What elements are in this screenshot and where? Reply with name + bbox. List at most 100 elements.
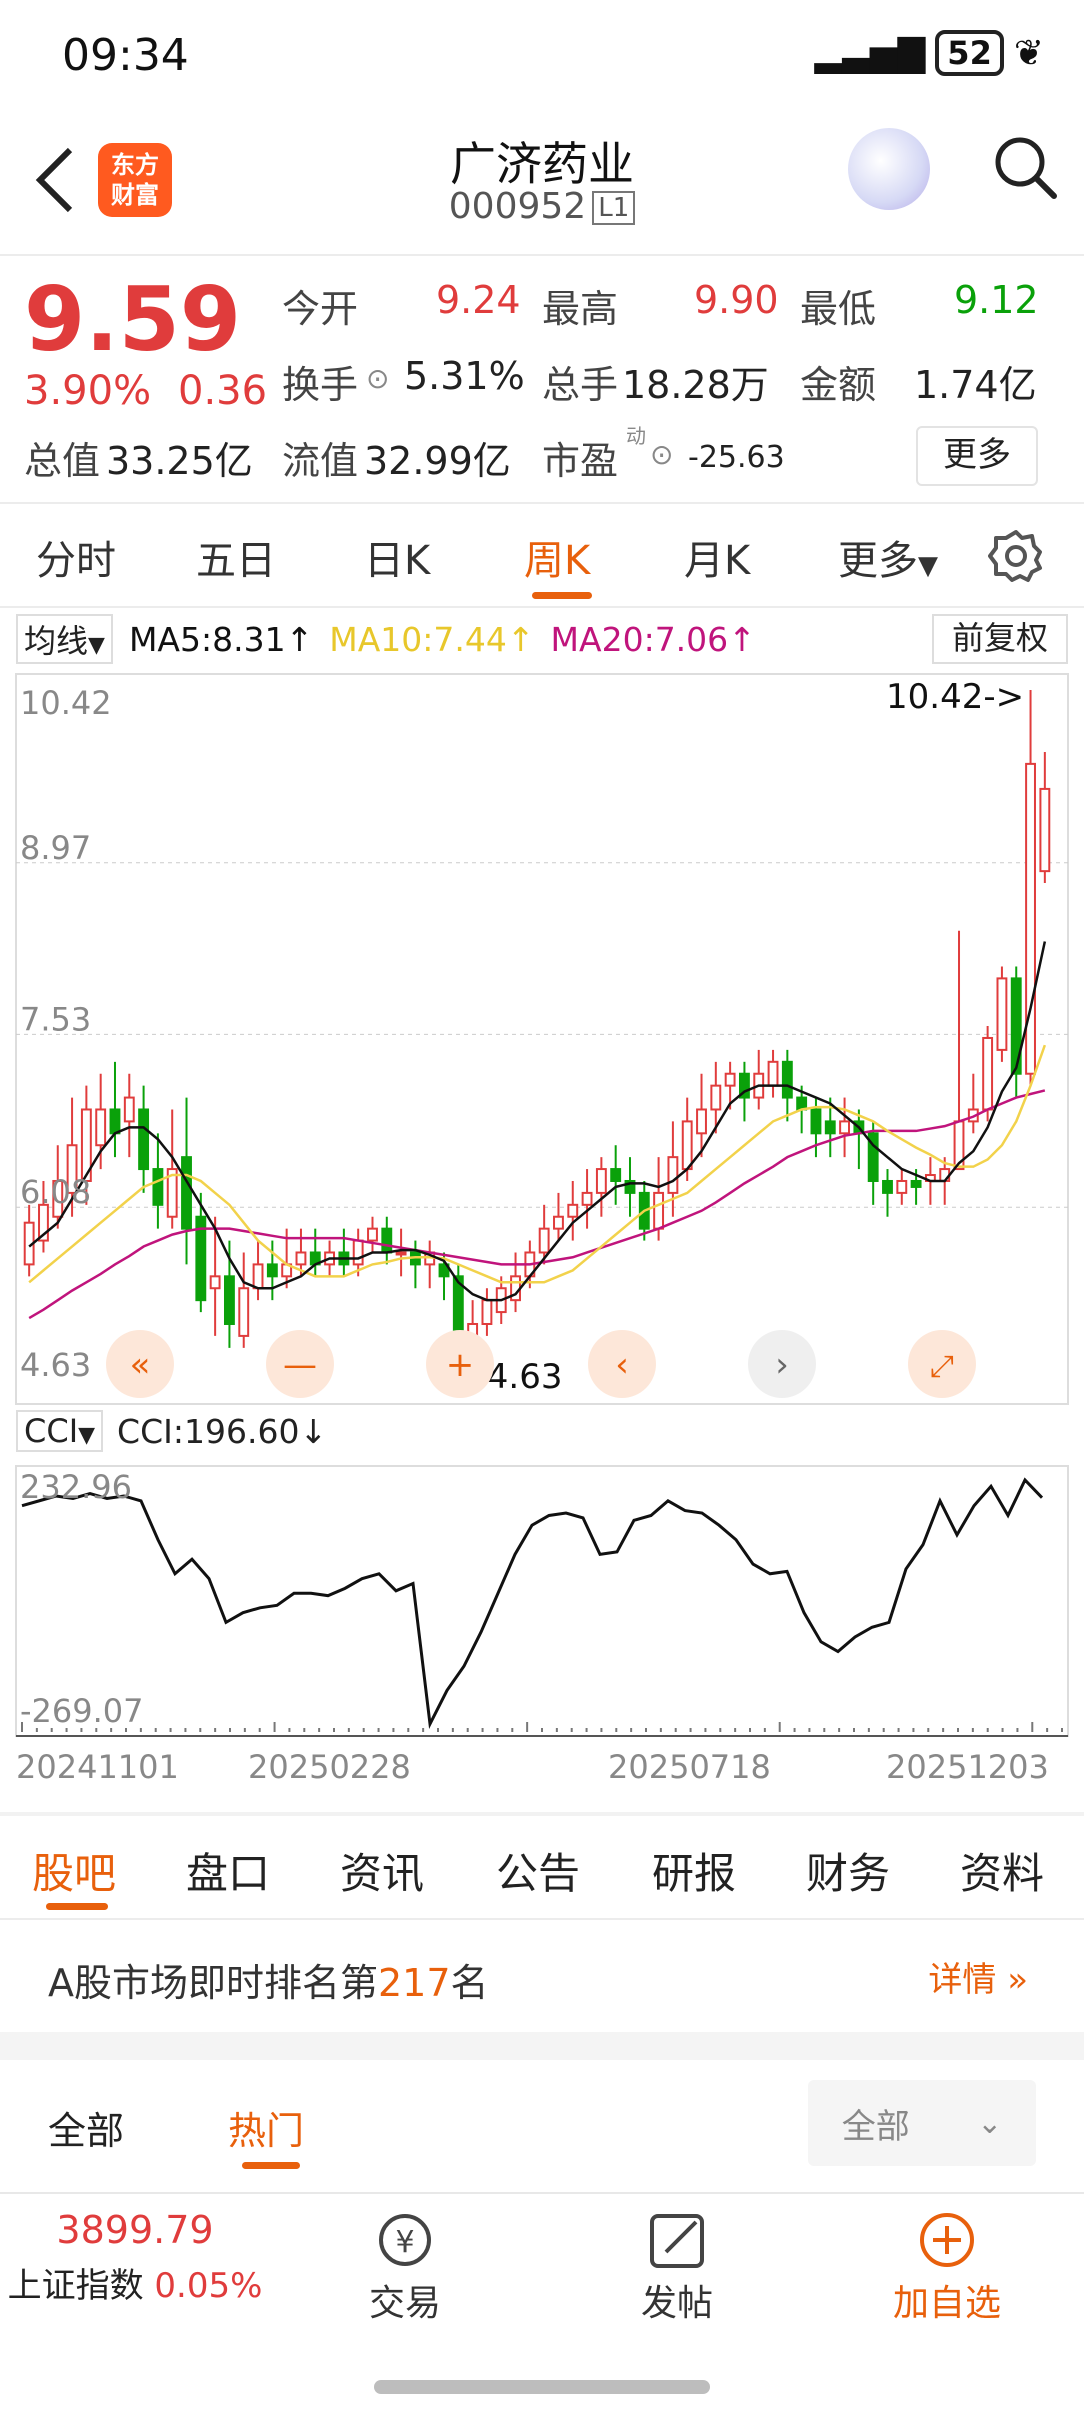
ma-selector[interactable]: 均线▼ bbox=[16, 614, 113, 664]
turnover-label: 换手 bbox=[282, 363, 359, 407]
tab-daily-k[interactable]: 日K bbox=[364, 538, 431, 584]
more-button[interactable]: 更多 bbox=[916, 426, 1038, 486]
candle-body bbox=[209, 1275, 221, 1290]
max-marker: 10.42-> bbox=[886, 677, 1024, 717]
section-divider bbox=[0, 1812, 1084, 1816]
kline-chart[interactable]: 10.428.977.536.084.63 10.42-> <-4.63 « —… bbox=[0, 670, 1084, 1406]
ma-legend: 均线▼ MA5:8.31↑ MA10:7.44↑ MA20:7.06↑ bbox=[16, 614, 756, 664]
yen-cycle-icon: ¥ bbox=[379, 2214, 431, 2266]
volume-label: 总手 bbox=[542, 363, 619, 407]
pe-label: 市盈 bbox=[542, 439, 619, 483]
assistant-robot-icon[interactable] bbox=[848, 128, 930, 210]
index-row: 上证指数 0.05% bbox=[0, 2258, 270, 2307]
nav-trade-label: 交易 bbox=[368, 2283, 441, 2324]
market-rank: A股市场即时排名第217名 bbox=[48, 1952, 489, 2007]
mktcap-value: 33.25亿 bbox=[106, 439, 253, 483]
cci-chart[interactable]: 232.96 -269.07 20241101 20250228 20250718 2… bbox=[0, 1462, 1084, 1788]
back-arrow-icon[interactable] bbox=[30, 140, 80, 220]
candle-body bbox=[538, 1227, 550, 1254]
filter-select[interactable]: 全部 ⌄ bbox=[808, 2080, 1036, 2166]
candle-body bbox=[724, 1072, 736, 1087]
candle-body bbox=[610, 1168, 622, 1182]
index-widget[interactable]: 3899.79 上证指数 0.05% bbox=[0, 2208, 270, 2307]
gear-icon[interactable] bbox=[988, 528, 1044, 584]
tab-news[interactable]: 资讯 bbox=[340, 1849, 425, 1898]
rank-prefix: A股市场即时排名第 bbox=[48, 1961, 378, 2005]
mktcap-label: 总值 bbox=[24, 439, 101, 483]
signal-icon: ▂▃▅▇ bbox=[814, 32, 926, 74]
tab-profile[interactable]: 资料 bbox=[960, 1849, 1045, 1898]
candle-body bbox=[109, 1108, 121, 1135]
y-axis-label: 6.08 bbox=[20, 1173, 91, 1211]
tab-weekly-k[interactable]: 周K bbox=[524, 538, 591, 584]
x-axis-label: 20250718 bbox=[608, 1748, 771, 1786]
filter-all[interactable]: 全部 bbox=[48, 2109, 125, 2153]
candle-body bbox=[95, 1108, 107, 1147]
candle-body bbox=[710, 1084, 722, 1111]
candle-body bbox=[223, 1275, 235, 1325]
fullscreen-button[interactable]: ⤢ bbox=[908, 1330, 976, 1398]
high-label: 最高 bbox=[542, 287, 619, 331]
scroll-right-button[interactable]: › bbox=[748, 1330, 816, 1398]
zoom-in-button[interactable]: + bbox=[426, 1330, 494, 1398]
tab-pankou[interactable]: 盘口 bbox=[186, 1849, 271, 1898]
low-label: 最低 bbox=[800, 287, 877, 331]
rank-suffix: 名 bbox=[450, 1961, 489, 2005]
volume-value: 18.28万 bbox=[622, 363, 769, 407]
turnover-value: 5.31% bbox=[404, 354, 525, 398]
rewind-button[interactable]: « bbox=[106, 1330, 174, 1398]
stock-name: 广济药业 bbox=[450, 137, 634, 191]
candle-body bbox=[767, 1060, 779, 1087]
zoom-out-button[interactable]: — bbox=[266, 1330, 334, 1398]
tab-intraday[interactable]: 分时 bbox=[36, 538, 116, 584]
nav-add-watchlist[interactable]: 加自选 bbox=[872, 2210, 1022, 2326]
tab-more-label: 更多 bbox=[838, 538, 918, 584]
adjust-button[interactable]: 前复权 bbox=[932, 614, 1068, 664]
double-chevron-right-icon: » bbox=[996, 1960, 1028, 2000]
cci-value: CCI:196.60↓ bbox=[117, 1411, 328, 1451]
search-icon[interactable] bbox=[990, 132, 1060, 202]
tabs-bottom-divider bbox=[0, 1918, 1084, 1920]
open-value: 9.24 bbox=[436, 278, 521, 322]
candle-body bbox=[839, 1120, 851, 1135]
pe-value: -25.63 bbox=[688, 440, 785, 475]
tab-monthly-k[interactable]: 月K bbox=[684, 538, 751, 584]
pe-info-icon[interactable]: ⊙ bbox=[650, 438, 674, 471]
stock-code: 000952 bbox=[448, 186, 587, 227]
info-dots-icon[interactable]: ⊙ bbox=[366, 362, 390, 395]
tabs-divider bbox=[0, 606, 1084, 608]
bottom-tab-indicator bbox=[46, 1903, 108, 1910]
rank-detail-link[interactable]: 详情 » bbox=[928, 1952, 1028, 2001]
nav-post-label: 发帖 bbox=[640, 2283, 713, 2324]
ma10-line bbox=[28, 1044, 1047, 1284]
dropdown-triangle-icon: ▼ bbox=[78, 1423, 96, 1448]
nav-post[interactable]: 发帖 bbox=[602, 2210, 752, 2326]
nav-trade[interactable]: ¥ 交易 bbox=[330, 2210, 480, 2326]
status-time: 09:34 bbox=[62, 30, 189, 81]
filter-hot[interactable]: 热门 bbox=[228, 2109, 305, 2153]
candle-body bbox=[181, 1156, 192, 1230]
candle-body bbox=[982, 1036, 994, 1111]
cci-legend: CCI▼ CCI:196.60↓ bbox=[16, 1410, 327, 1452]
candle-body bbox=[367, 1227, 378, 1242]
candle-body bbox=[266, 1263, 278, 1278]
tab-announcements[interactable]: 公告 bbox=[496, 1849, 581, 1898]
candle-body bbox=[781, 1060, 793, 1099]
tab-guba[interactable]: 股吧 bbox=[32, 1849, 117, 1898]
tab-research[interactable]: 研报 bbox=[652, 1849, 737, 1898]
tab-finance[interactable]: 财务 bbox=[806, 1849, 891, 1898]
scroll-left-button[interactable]: ‹ bbox=[588, 1330, 656, 1398]
tab-more[interactable]: 更多▼ bbox=[838, 528, 938, 586]
candle-body bbox=[567, 1203, 579, 1218]
tab-five-day[interactable]: 五日 bbox=[196, 538, 276, 584]
minus-icon: — bbox=[283, 1345, 317, 1385]
leaf-icon: ❦ bbox=[1013, 32, 1044, 74]
cci-selector[interactable]: CCI▼ bbox=[16, 1410, 104, 1452]
candle-body bbox=[195, 1215, 207, 1302]
status-icons: ▂▃▅▇ 52 ❦ bbox=[815, 30, 1044, 76]
candle-body bbox=[910, 1179, 922, 1188]
y-axis-label: 10.42 bbox=[20, 684, 112, 722]
candle-body bbox=[481, 1299, 493, 1325]
plus-circle-icon bbox=[920, 2213, 974, 2267]
candle-body bbox=[166, 1168, 178, 1218]
